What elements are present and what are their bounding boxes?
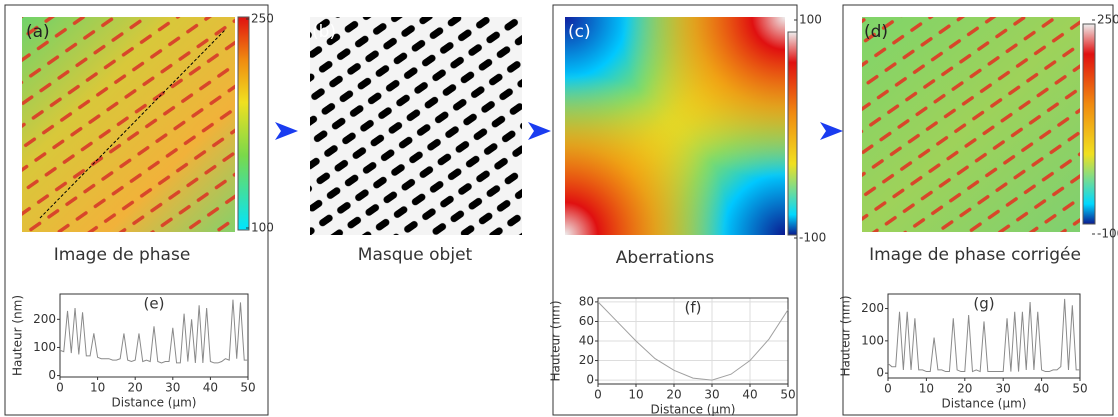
image-c (565, 17, 785, 235)
x-axis-label: Distance (µm) (651, 403, 736, 417)
colorbar (1082, 23, 1096, 225)
colorbar-tick-label: 100 (799, 13, 822, 27)
x-tick-label: 0 (594, 388, 602, 402)
y-tick-label: 0 (586, 373, 594, 387)
x-tick-label: 50 (240, 381, 255, 395)
y-tick-label: 100 (33, 340, 56, 354)
y-tick-label: 0 (876, 366, 884, 380)
panel-label: (c) (568, 22, 591, 42)
y-tick-label: 20 (579, 353, 594, 367)
y-axis-label: Hauteur (nm) (11, 295, 25, 376)
x-tick-label: 10 (90, 381, 105, 395)
x-axis-label: Distance (µm) (942, 397, 1027, 411)
x-tick-label: 40 (742, 388, 757, 402)
colorbar-tick-label: 250 (1097, 13, 1118, 27)
y-axis-label: Hauteur (nm) (549, 300, 563, 381)
line (597, 301, 789, 381)
x-axis-label: Distance (µm) (112, 396, 197, 410)
image-d (862, 17, 1080, 232)
arrows (275, 122, 843, 140)
caption: Masque objet (358, 245, 473, 265)
colorbar-tick-label: -100 (1097, 227, 1118, 241)
y-tick-label: 200 (861, 301, 884, 315)
panel-label: (b) (312, 22, 336, 42)
x-tick-label: 30 (704, 388, 719, 402)
y-axis-label: Hauteur (nm) (839, 295, 853, 376)
caption: Aberrations (616, 248, 715, 268)
x-tick-label: 20 (666, 388, 681, 402)
y-tick-label: 100 (861, 333, 884, 347)
panel-label: (d) (864, 22, 888, 42)
x-tick-label: 50 (1072, 382, 1087, 396)
panel-label: (a) (26, 22, 50, 42)
caption: Image de phase corrigée (869, 245, 1081, 265)
colorbar (787, 31, 798, 236)
x-tick-label: 30 (996, 382, 1011, 396)
y-tick-label: 40 (579, 334, 594, 348)
x-tick-label: 30 (165, 381, 180, 395)
caption: Image de phase (54, 245, 191, 265)
plot-frame (59, 293, 249, 378)
plot-frame (597, 297, 789, 385)
plot-frame (887, 293, 1081, 379)
y-tick-label: 200 (33, 312, 56, 326)
x-tick-label: 0 (56, 381, 64, 395)
x-tick-label: 10 (919, 382, 934, 396)
x-tick-label: 0 (884, 382, 892, 396)
colorbar-tick-label: -100 (799, 231, 826, 245)
colorbar-tick-label: 250 (251, 12, 274, 26)
y-tick-label: 80 (579, 294, 594, 308)
x-tick-label: 10 (628, 388, 643, 402)
image-b (310, 17, 522, 235)
chart-label: (g) (973, 295, 994, 313)
x-tick-label: 20 (957, 382, 972, 396)
line (887, 298, 1080, 373)
y-tick-label: 0 (48, 368, 56, 382)
x-tick-label: 40 (203, 381, 218, 395)
line (59, 299, 248, 364)
colorbar (237, 16, 250, 231)
colorbar-tick-label: 100 (251, 221, 274, 235)
x-tick-label: 20 (128, 381, 143, 395)
y-tick-label: 60 (579, 314, 594, 328)
chart-label: (e) (144, 295, 165, 313)
chart-label: (f) (685, 299, 702, 317)
x-tick-label: 50 (780, 388, 795, 402)
x-tick-label: 40 (1034, 382, 1049, 396)
image-a (22, 17, 235, 232)
